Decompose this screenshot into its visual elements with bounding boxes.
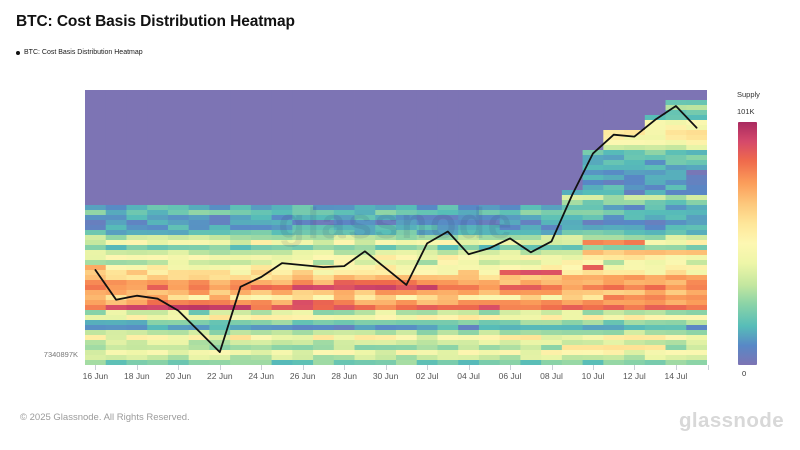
x-axis-tick xyxy=(261,365,263,370)
x-axis-tick xyxy=(302,365,304,370)
legend-label: BTC: Cost Basis Distribution Heatmap xyxy=(24,49,143,56)
x-tick-label: 28 Jun xyxy=(331,371,357,381)
chart-watermark: glassnode xyxy=(278,199,514,248)
colorbar-max-label: 101K xyxy=(737,107,755,116)
colorbar-min-label: 0 xyxy=(742,369,747,378)
heatmap-cells xyxy=(85,90,708,366)
x-axis-tick xyxy=(219,365,221,370)
x-tick-label: 14 Jul xyxy=(664,371,688,381)
x-tick-label: 06 Jul xyxy=(498,371,522,381)
x-axis-tick xyxy=(385,365,387,370)
x-axis-tick xyxy=(675,365,677,370)
x-tick-label: 24 Jun xyxy=(248,371,274,381)
x-tick-label: 20 Jun xyxy=(165,371,192,381)
colorbar xyxy=(738,122,757,365)
x-tick-label: 18 Jun xyxy=(124,371,150,381)
x-axis-tick xyxy=(510,365,511,370)
x-axis-tick xyxy=(593,365,594,370)
x-axis-tick xyxy=(178,365,180,370)
x-tick-label: 16 Jun xyxy=(82,371,109,381)
y-axis-label: 7340897K xyxy=(43,350,78,359)
x-axis-tick xyxy=(136,365,138,370)
x-tick-label: 04 Jul xyxy=(457,371,480,381)
x-tick-label: 26 Jun xyxy=(289,371,316,381)
x-axis-tick xyxy=(468,365,470,370)
glassnode-logo: glassnode xyxy=(679,409,784,432)
x-tick-label: 02 Jul xyxy=(415,371,439,381)
x-tick-label: 10 Jul xyxy=(581,371,605,381)
page-title: BTC: Cost Basis Distribution Heatmap xyxy=(16,13,295,30)
x-axis-tick xyxy=(551,365,553,370)
legend-item[interactable]: BTC: Cost Basis Distribution Heatmap xyxy=(16,49,143,56)
x-tick-label: 12 Jul xyxy=(623,371,646,381)
colorbar-title: Supply xyxy=(737,90,760,99)
x-tick-label: 30 Jun xyxy=(372,371,399,381)
x-axis-tick xyxy=(427,365,429,370)
x-axis-tick xyxy=(708,365,709,370)
heatmap-plot[interactable]: glassnode xyxy=(85,90,708,366)
heatmap-svg: glassnode xyxy=(85,90,708,366)
x-axis-tick xyxy=(344,365,346,370)
legend-dot-icon xyxy=(16,50,20,55)
copyright-text: © 2025 Glassnode. All Rights Reserved. xyxy=(20,412,190,423)
x-axis-tick xyxy=(95,365,97,370)
x-tick-label: 22 Jun xyxy=(207,371,233,381)
x-tick-label: 08 Jul xyxy=(540,371,563,381)
price-line[interactable] xyxy=(94,105,698,354)
x-axis-tick xyxy=(634,365,636,370)
